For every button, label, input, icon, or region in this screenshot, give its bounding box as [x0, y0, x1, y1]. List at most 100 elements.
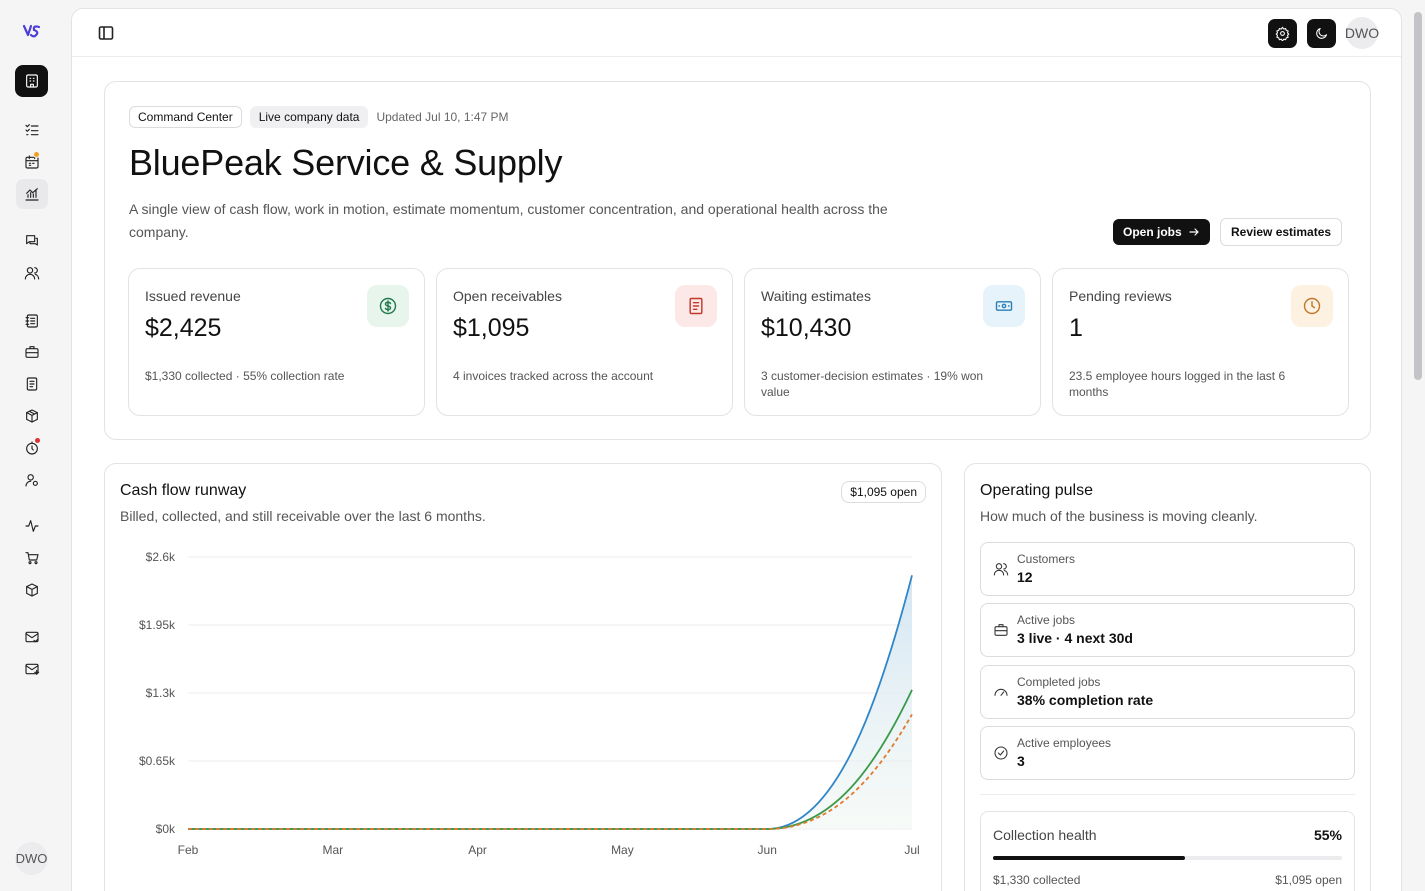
user-settings-icon: [25, 474, 38, 487]
review-estimates-button[interactable]: Review estimates: [1220, 218, 1343, 246]
banknote-icon: [983, 285, 1025, 327]
hero-chips: Command Center Live company data Updated…: [129, 106, 517, 128]
logo-icon[interactable]: [22, 22, 42, 40]
x-tick-label: Mar: [322, 843, 343, 857]
list-check-icon: [25, 124, 39, 136]
chat-icon: [26, 235, 38, 246]
stat-label: Active jobs: [1017, 613, 1076, 627]
nav-invoices[interactable]: [22, 311, 42, 331]
nav-inventory[interactable]: [22, 406, 42, 426]
stat-value: 3: [1017, 753, 1025, 769]
nav-dashboard[interactable]: [15, 65, 48, 97]
nav-compose[interactable]: [22, 659, 42, 679]
health-label: Collection health: [993, 827, 1097, 843]
settings-button[interactable]: [1268, 19, 1297, 48]
x-tick-label: May: [611, 843, 634, 857]
health-progress-track: [993, 856, 1342, 860]
nav-orders[interactable]: [22, 548, 42, 568]
nav-jobs[interactable]: [22, 342, 42, 362]
sidebar-toggle-button[interactable]: [98, 25, 114, 41]
briefcase-icon: [25, 346, 39, 358]
nav-products[interactable]: [22, 580, 42, 600]
kpi-label: Open receivables: [453, 288, 562, 304]
nav-employees[interactable]: [22, 470, 42, 490]
clock-icon: [1291, 285, 1333, 327]
kpi-subtext: 4 invoices tracked across the account: [453, 369, 654, 383]
operating-pulse-card: Operating pulse How much of the business…: [964, 463, 1371, 891]
avatar[interactable]: DWO: [15, 842, 48, 875]
divider: [980, 794, 1355, 795]
main-frame: DWO Command Center Live company data Upd…: [71, 8, 1402, 891]
header-avatar[interactable]: DWO: [1345, 17, 1379, 49]
nav-tasks[interactable]: [22, 120, 42, 140]
stat-customers[interactable]: Customers 12: [980, 542, 1355, 596]
panel-left-icon: [98, 26, 114, 40]
cart-icon: [25, 552, 39, 565]
series-line-0: [188, 575, 913, 830]
series-line-1: [188, 689, 913, 830]
stat-value: 3 live · 4 next 30d: [1017, 630, 1133, 646]
kpi-row: Issued revenue $2,425 $1,330 collected ·…: [128, 268, 1349, 416]
stat-completed-jobs[interactable]: Completed jobs 38% completion rate: [980, 665, 1355, 719]
chip-live-data[interactable]: Live company data: [249, 106, 369, 128]
kpi-card-pending-reviews[interactable]: Pending reviews 1 23.5 employee hours lo…: [1052, 268, 1349, 416]
calendar-badge: [33, 151, 40, 158]
kpi-label: Issued revenue: [145, 288, 241, 304]
users-icon: [993, 561, 1009, 577]
kpi-subtext: 23.5 employee hours logged in the last 6…: [1069, 369, 1286, 399]
nav-customers[interactable]: [22, 263, 42, 283]
sidebar: DWO: [0, 0, 64, 891]
open-jobs-button[interactable]: Open jobs: [1113, 219, 1210, 245]
nav-messages[interactable]: [22, 231, 42, 251]
cashflow-chart: $0k $0.65k $1.3k $1.95k $2.6k Feb Mar Apr May Jun…: [139, 550, 920, 857]
updated-timestamp: Updated Jul 10, 1:47 PM: [376, 110, 509, 124]
y-tick-label: $0.65k: [139, 754, 176, 768]
avatar-initials: DWO: [15, 851, 48, 866]
nav-reports[interactable]: [22, 184, 42, 204]
series-line-2: [188, 713, 913, 830]
stat-label: Customers: [1017, 552, 1076, 566]
timesheets-badge: [34, 437, 41, 444]
kpi-card-open-receivables[interactable]: Open receivables $1,095 4 invoices track…: [436, 268, 733, 416]
chip-command-center[interactable]: Command Center: [129, 106, 242, 128]
health-progress-fill: [993, 856, 1185, 860]
nav-activity[interactable]: [22, 516, 42, 536]
stat-active-jobs[interactable]: Active jobs 3 live · 4 next 30d: [980, 603, 1355, 657]
nav-estimates[interactable]: [22, 374, 42, 394]
scrollbar[interactable]: [1411, 0, 1425, 891]
x-tick-label: Apr: [468, 843, 487, 857]
nav-inbox[interactable]: [22, 627, 42, 647]
y-tick-label: $2.6k: [146, 550, 176, 564]
arrow-right-icon: [1189, 228, 1199, 236]
health-value: 55%: [1313, 827, 1342, 843]
gauge-icon: [993, 684, 1009, 700]
nav-timesheets[interactable]: [22, 438, 42, 458]
review-estimates-label: Review estimates: [1231, 225, 1332, 239]
open-amount-badge: $1,095 open: [841, 481, 926, 503]
kpi-value: $10,430: [761, 314, 852, 342]
dollar-icon: [367, 285, 409, 327]
health-open: $1,095 open: [1275, 873, 1342, 887]
y-tick-label: $0k: [156, 822, 176, 836]
receipt-icon: [675, 285, 717, 327]
cashflow-card: Cash flow runway Billed, collected, and …: [104, 463, 942, 891]
kpi-subtext: $1,330 collected · 55% collection rate: [145, 369, 345, 383]
building-icon: [25, 74, 38, 88]
stat-active-employees[interactable]: Active employees 3: [980, 726, 1355, 780]
kpi-label: Waiting estimates: [761, 288, 871, 304]
x-tick-label: Feb: [178, 843, 199, 857]
kpi-value: 1: [1069, 314, 1083, 342]
kpi-subtext: 3 customer-decision estimates · 19% won …: [761, 369, 984, 399]
mail-plus-icon: [25, 663, 40, 675]
kpi-card-issued-revenue[interactable]: Issued revenue $2,425 $1,330 collected ·…: [128, 268, 425, 416]
kpi-card-waiting-estimates[interactable]: Waiting estimates $10,430 3 customer-dec…: [744, 268, 1041, 416]
page-description: A single view of cash flow, work in moti…: [129, 201, 888, 240]
check-circle-icon: [993, 745, 1009, 761]
box-icon: [26, 409, 38, 423]
timer-icon: [26, 441, 38, 455]
scrollbar-thumb[interactable]: [1414, 12, 1422, 380]
health-collected: $1,330 collected: [993, 873, 1081, 887]
theme-toggle-button[interactable]: [1307, 19, 1336, 48]
y-tick-label: $1.3k: [146, 686, 176, 700]
mail-check-icon: [25, 631, 39, 643]
